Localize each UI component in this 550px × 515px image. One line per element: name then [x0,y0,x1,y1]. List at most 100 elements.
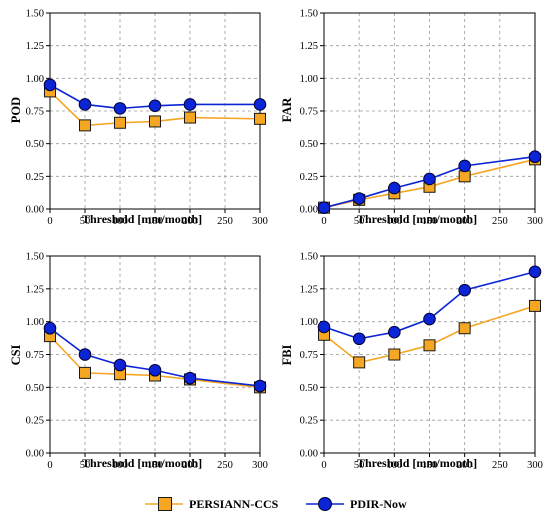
y-tick-label: 0.25 [26,416,44,427]
data-point-persiann [149,115,161,128]
x-tick-label: 200 [182,460,198,471]
y-tick-label: 1.25 [300,41,318,52]
x-tick-label: 250 [492,216,508,227]
x-tick-label: 100 [112,216,128,227]
legend-label-pdir: PDIR-Now [350,497,407,511]
data-point-pdir [352,332,366,346]
data-point-pdir [528,150,542,164]
y-tick-label: 0.75 [300,350,318,361]
y-tick-label: 0.00 [26,449,44,460]
data-point-pdir [183,98,197,111]
panel-fbi: 0 50 100 150 200 250 300 0.00 0.25 0.50 0.75 1.00 1.… [280,252,543,472]
data-point-pdir [113,358,127,372]
data-point-pdir [388,181,401,195]
panel-csi: 0 50 100 150 200 250 300 0.00 0.25 0.50 0.75 1.00 1.… [9,252,268,472]
legend-marker-persiann [158,497,172,511]
y-axis-label: POD [9,97,23,123]
panel-far: 0 50 100 150 200 250 300 0.00 0.25 0.50 0.75 1.00 1.… [280,9,543,228]
series-pdir-fbi [317,265,542,346]
y-tick-label: 0.75 [26,350,44,361]
data-point-persiann [353,356,366,369]
y-tick-label: 0.00 [26,205,44,216]
y-tick-label: 1.00 [300,74,318,85]
grid-csi [50,256,260,453]
x-tick-label: 200 [457,216,473,227]
data-point-pdir [317,201,331,214]
data-point-persiann [114,116,126,129]
x-tick-label: 300 [252,216,268,227]
x-tick-label: 50 [354,460,365,471]
data-point-pdir [253,379,267,393]
x-tick-label: 100 [112,460,128,471]
data-point-pdir [423,172,436,186]
x-tick-label: 50 [80,216,91,227]
y-tick-label: 1.25 [300,284,318,295]
data-point-pdir [148,99,162,113]
series-pdir-csi [43,321,267,393]
data-point-pdir [423,312,436,326]
data-point-persiann [184,111,196,124]
x-axis-label: Threshold [mm/month] [357,456,477,470]
series-line-pdir [49,84,260,110]
y-tick-label: 0.50 [26,139,44,150]
data-point-pdir [528,265,542,279]
y-axis-label: FBI [280,344,294,365]
data-point-pdir [43,78,57,92]
data-point-persiann [529,299,541,312]
x-axis-label: Threshold [mm/month] [82,212,202,226]
y-tick-label: 0.50 [300,383,318,394]
data-point-persiann [254,112,266,125]
data-point-pdir [148,363,162,377]
y-axis-label: CSI [9,344,23,365]
x-tick-label: 250 [217,460,233,471]
x-tick-label: 250 [217,216,233,227]
x-tick-label: 300 [252,460,268,471]
x-tick-label: 200 [182,216,198,227]
x-tick-label: 100 [386,216,402,227]
data-point-pdir [183,371,197,385]
data-point-pdir [458,159,471,173]
data-point-pdir [43,321,57,335]
x-tick-label: 300 [527,216,543,227]
data-point-persiann [458,322,471,335]
y-tick-label: 0.00 [300,449,318,460]
x-tick-label: 150 [422,216,438,227]
x-tick-label: 0 [321,216,326,227]
y-tick-label: 0.25 [300,172,318,183]
x-tick-label: 200 [457,460,473,471]
y-tick-label: 1.25 [26,284,44,295]
legend-label-persiann: PERSIANN-CCS [189,497,279,511]
x-axis-label: Threshold [mm/month] [357,212,477,226]
panel-pod: 0 50 100 150 200 250 300 0.00 0.25 0.50 0.75 1.00 1.… [9,9,268,228]
series-line-persiann [49,335,261,389]
series-persiann-pod [44,85,266,132]
y-tick-label: 0.50 [300,139,318,150]
series-pdir-far [317,150,542,214]
data-point-persiann [79,119,91,132]
data-point-pdir [78,348,92,361]
data-point-persiann [388,348,401,361]
data-point-persiann [423,339,436,352]
x-tick-label: 0 [47,216,52,227]
y-tick-label: 0.00 [300,205,318,216]
legend-marker-pdir [318,497,332,511]
x-tick-label: 50 [80,460,91,471]
y-tick-label: 0.25 [300,416,318,427]
y-tick-label: 1.50 [300,252,318,263]
x-tick-label: 100 [386,460,402,471]
data-point-pdir [458,283,471,297]
x-tick-label: 150 [147,460,163,471]
data-point-pdir [317,320,331,334]
chart-panels: 0 50 100 150 200 250 300 0.00 0.25 0.50 0.75 1.00 1.… [9,9,543,472]
y-tick-label: 0.25 [26,172,44,183]
series-persiann-fbi [318,299,541,369]
x-tick-label: 250 [492,460,508,471]
x-axis-label: Threshold [mm/month] [82,456,202,470]
y-tick-label: 1.00 [26,317,44,328]
x-tick-label: 0 [47,460,52,471]
series-pdir-pod [43,78,267,115]
y-tick-label: 1.25 [26,41,44,52]
y-tick-label: 0.50 [26,383,44,394]
x-tick-label: 300 [527,460,543,471]
